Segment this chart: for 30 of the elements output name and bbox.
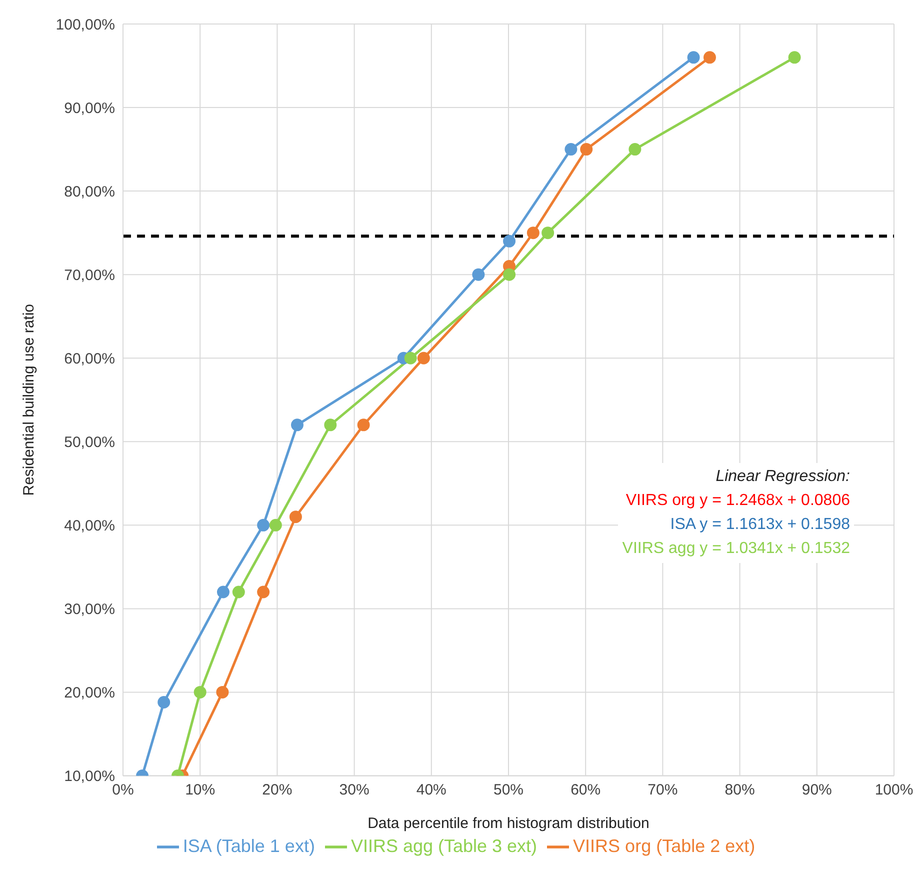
x-tick-label: 70%	[648, 781, 678, 798]
y-tick-label: 40,00%	[64, 517, 115, 534]
x-tick-label: 50%	[493, 781, 524, 798]
x-tick-label: 0%	[112, 781, 134, 798]
y-tick-label: 30,00%	[64, 601, 115, 618]
x-tick-label: 60%	[570, 781, 601, 798]
x-tick-label: 20%	[262, 781, 292, 798]
y-tick-label: 100,00%	[56, 16, 115, 34]
y-tick-label: 60,00%	[64, 350, 115, 368]
y-tick-label: 50,00%	[64, 434, 115, 451]
annotation: ISA y = 1.1613x + 0.1598	[669, 515, 850, 535]
annotation: Linear Regression:	[714, 467, 850, 487]
y-axis-title: Residential building use ratio	[20, 304, 38, 496]
x-tick-label: 100%	[874, 781, 914, 798]
y-tick-label: 70,00%	[64, 266, 115, 284]
x-tick-label: 10%	[185, 781, 216, 798]
legend-label: VIIRS org (Table 2 ext)	[573, 836, 756, 856]
x-tick-label: 40%	[416, 781, 446, 798]
x-axis-title: Data percentile from histogram distribution	[368, 814, 650, 832]
y-tick-label: 20,00%	[64, 684, 115, 702]
x-tick-label: 80%	[724, 781, 755, 798]
y-tick-label: 80,00%	[64, 183, 115, 200]
legend-label: ISA (Table 1 ext)	[182, 836, 315, 856]
annotation: VIIRS org y = 1.2468x + 0.0806	[624, 491, 850, 511]
y-tick-label: 10,00%	[64, 768, 115, 786]
annotation: VIIRS agg y = 1.0341x + 0.1532	[622, 539, 850, 559]
x-tick-label: 90%	[802, 781, 832, 798]
y-tick-label: 90,00%	[64, 100, 115, 117]
legend-label: VIIRS agg (Table 3 ext)	[350, 836, 538, 856]
x-tick-label: 30%	[339, 781, 370, 798]
